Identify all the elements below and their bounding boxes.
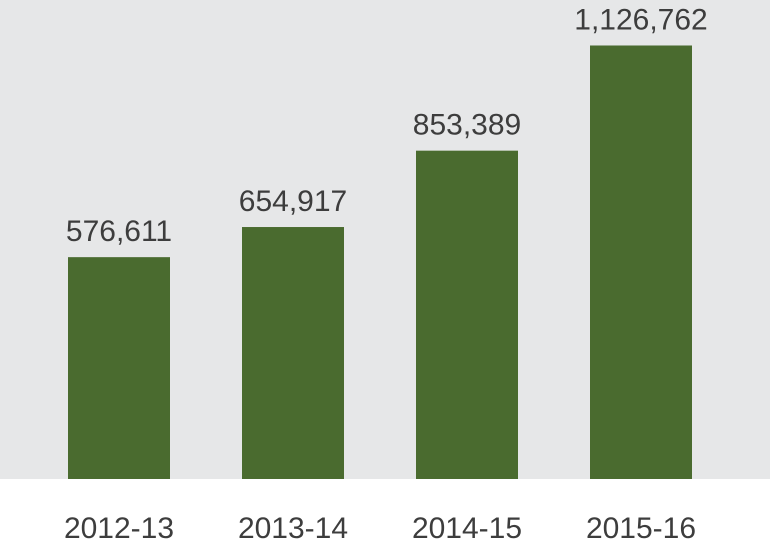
value-label-2013-14: 654,917 bbox=[239, 185, 347, 218]
bar-2012-13 bbox=[68, 257, 170, 479]
x-tick-label-2012-13: 2012-13 bbox=[64, 512, 174, 545]
value-labels-group: 576,611 654,917 853,389 1,126,762 bbox=[66, 3, 708, 248]
x-tick-label-2014-15: 2014-15 bbox=[412, 512, 522, 545]
value-label-2015-16: 1,126,762 bbox=[574, 3, 707, 36]
value-label-2012-13: 576,611 bbox=[66, 215, 172, 248]
bars-group bbox=[68, 45, 692, 480]
bar-2013-14 bbox=[242, 227, 344, 479]
x-axis-tick-labels: 2012-13 2013-14 2014-15 2015-16 bbox=[64, 512, 696, 545]
x-tick-label-2015-16: 2015-16 bbox=[586, 512, 696, 545]
bar-2015-16 bbox=[590, 45, 692, 480]
bar-2014-15 bbox=[416, 150, 518, 479]
value-label-2014-15: 853,389 bbox=[413, 109, 521, 142]
x-tick-label-2013-14: 2013-14 bbox=[238, 512, 348, 545]
